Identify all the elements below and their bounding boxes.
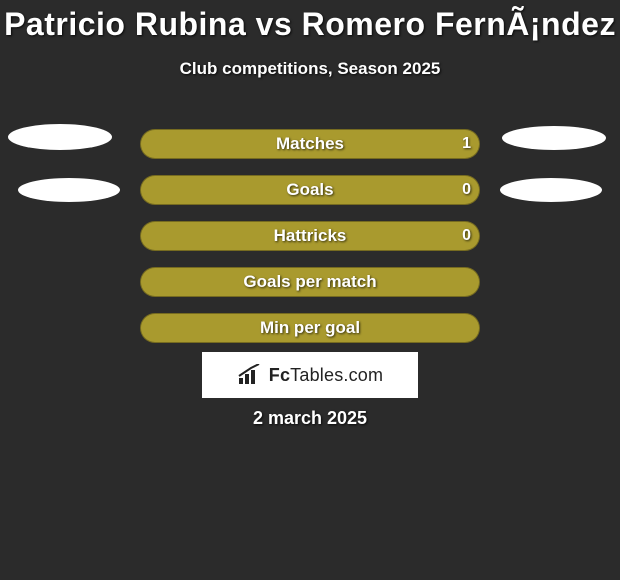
- stats-rows: 1Matches 0Goals 0Hattricks Goals per match M…: [0, 121, 620, 351]
- stat-row: 0Goals: [0, 167, 620, 213]
- stat-row: Goals per match: [0, 259, 620, 305]
- stat-bar-outer: 0: [140, 175, 480, 205]
- logo-text: FcTables.com: [269, 365, 383, 386]
- stat-value-right: 0: [462, 176, 471, 204]
- stat-bar-outer: 1: [140, 129, 480, 159]
- stat-value-right: 1: [462, 130, 471, 158]
- stat-bar: 0Goals: [140, 175, 480, 205]
- logo-text-prefix: Fc: [269, 365, 290, 385]
- stat-row: 1Matches: [0, 121, 620, 167]
- logo-text-main: Tables: [290, 365, 343, 385]
- stat-bar: Min per goal: [140, 313, 480, 343]
- logo-box: FcTables.com: [202, 352, 418, 398]
- chart-icon: [237, 364, 263, 386]
- stat-value-right: 0: [462, 222, 471, 250]
- stat-bar-outer: [140, 313, 480, 343]
- stat-bar-outer: 0: [140, 221, 480, 251]
- stat-row: 0Hattricks: [0, 213, 620, 259]
- page-title: Patricio Rubina vs Romero FernÃ¡ndez: [0, 0, 620, 43]
- logo-text-suffix: .com: [343, 365, 383, 385]
- footer-date: 2 march 2025: [0, 408, 620, 429]
- stat-bar: Goals per match: [140, 267, 480, 297]
- stat-bar-outer: [140, 267, 480, 297]
- page-subtitle: Club competitions, Season 2025: [0, 59, 620, 79]
- stat-bar: 1Matches: [140, 129, 480, 159]
- stat-row: Min per goal: [0, 305, 620, 351]
- stat-bar: 0Hattricks: [140, 221, 480, 251]
